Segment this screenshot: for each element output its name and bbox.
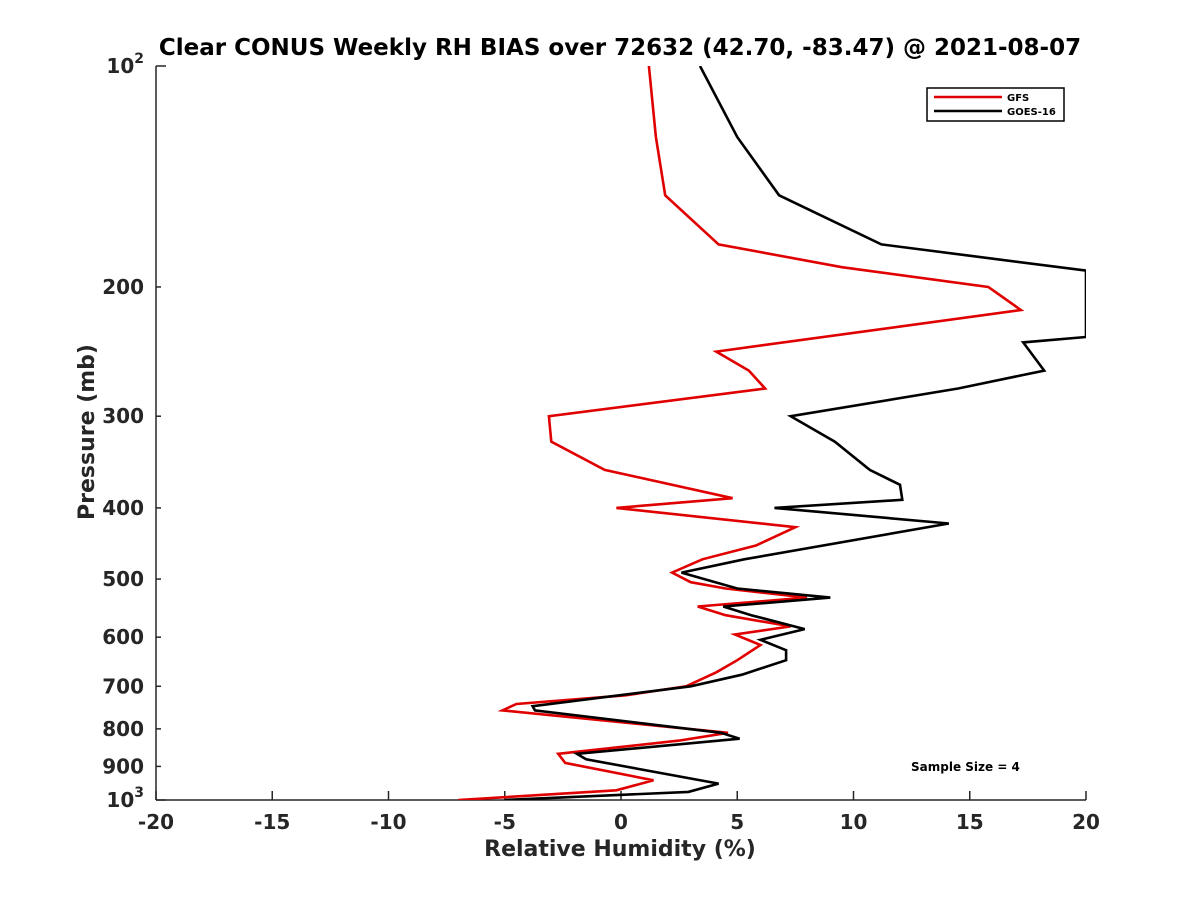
y-tick-label: 400	[102, 496, 144, 520]
y-tick-label: 700	[102, 674, 144, 698]
y-tick-label: 300	[102, 404, 144, 428]
series-line-goes16	[504, 66, 1086, 800]
y-tick-label: 900	[102, 754, 144, 778]
y-ticks: 102 200 300 400 500 600 700 800 900 103	[102, 51, 166, 812]
series-line-gfs	[458, 66, 1025, 800]
series-lines	[458, 66, 1086, 800]
x-tick-label: 10	[840, 810, 868, 834]
chart-title: Clear CONUS Weekly RH BIAS over 72632 (4…	[159, 35, 1081, 61]
legend-label-goes16: GOES-16	[1007, 107, 1056, 118]
x-axis-label: Relative Humidity (%)	[484, 837, 756, 862]
x-tick-label: -15	[254, 810, 290, 834]
x-ticks: -20 -15 -10 -5 0 5 10 15 20	[138, 791, 1100, 834]
x-tick-label: 0	[614, 810, 628, 834]
legend: GFS GOES-16	[926, 87, 1065, 122]
x-tick-label: 5	[730, 810, 744, 834]
y-tick-label: 800	[102, 717, 144, 741]
legend-box	[926, 87, 1065, 122]
x-tick-label: 15	[956, 810, 984, 834]
legend-label-gfs: GFS	[1007, 93, 1029, 104]
x-tick-label: 20	[1072, 810, 1100, 834]
y-tick-label: 103	[106, 785, 144, 812]
x-tick-label: -5	[494, 810, 516, 834]
y-tick-label: 500	[102, 567, 144, 591]
y-tick-label: 600	[102, 625, 144, 649]
x-tick-label: -20	[138, 810, 174, 834]
x-tick-label: -10	[370, 810, 406, 834]
plot-area: -20 -15 -10 -5 0 5 10 15 20 102 200 300 400 500 600 70…	[102, 51, 1100, 834]
sample-size-annotation: Sample Size = 4	[911, 760, 1020, 774]
y-tick-label: 102	[106, 51, 144, 78]
y-tick-label: 200	[102, 275, 144, 299]
y-axis-label: Pressure (mb)	[75, 344, 100, 520]
